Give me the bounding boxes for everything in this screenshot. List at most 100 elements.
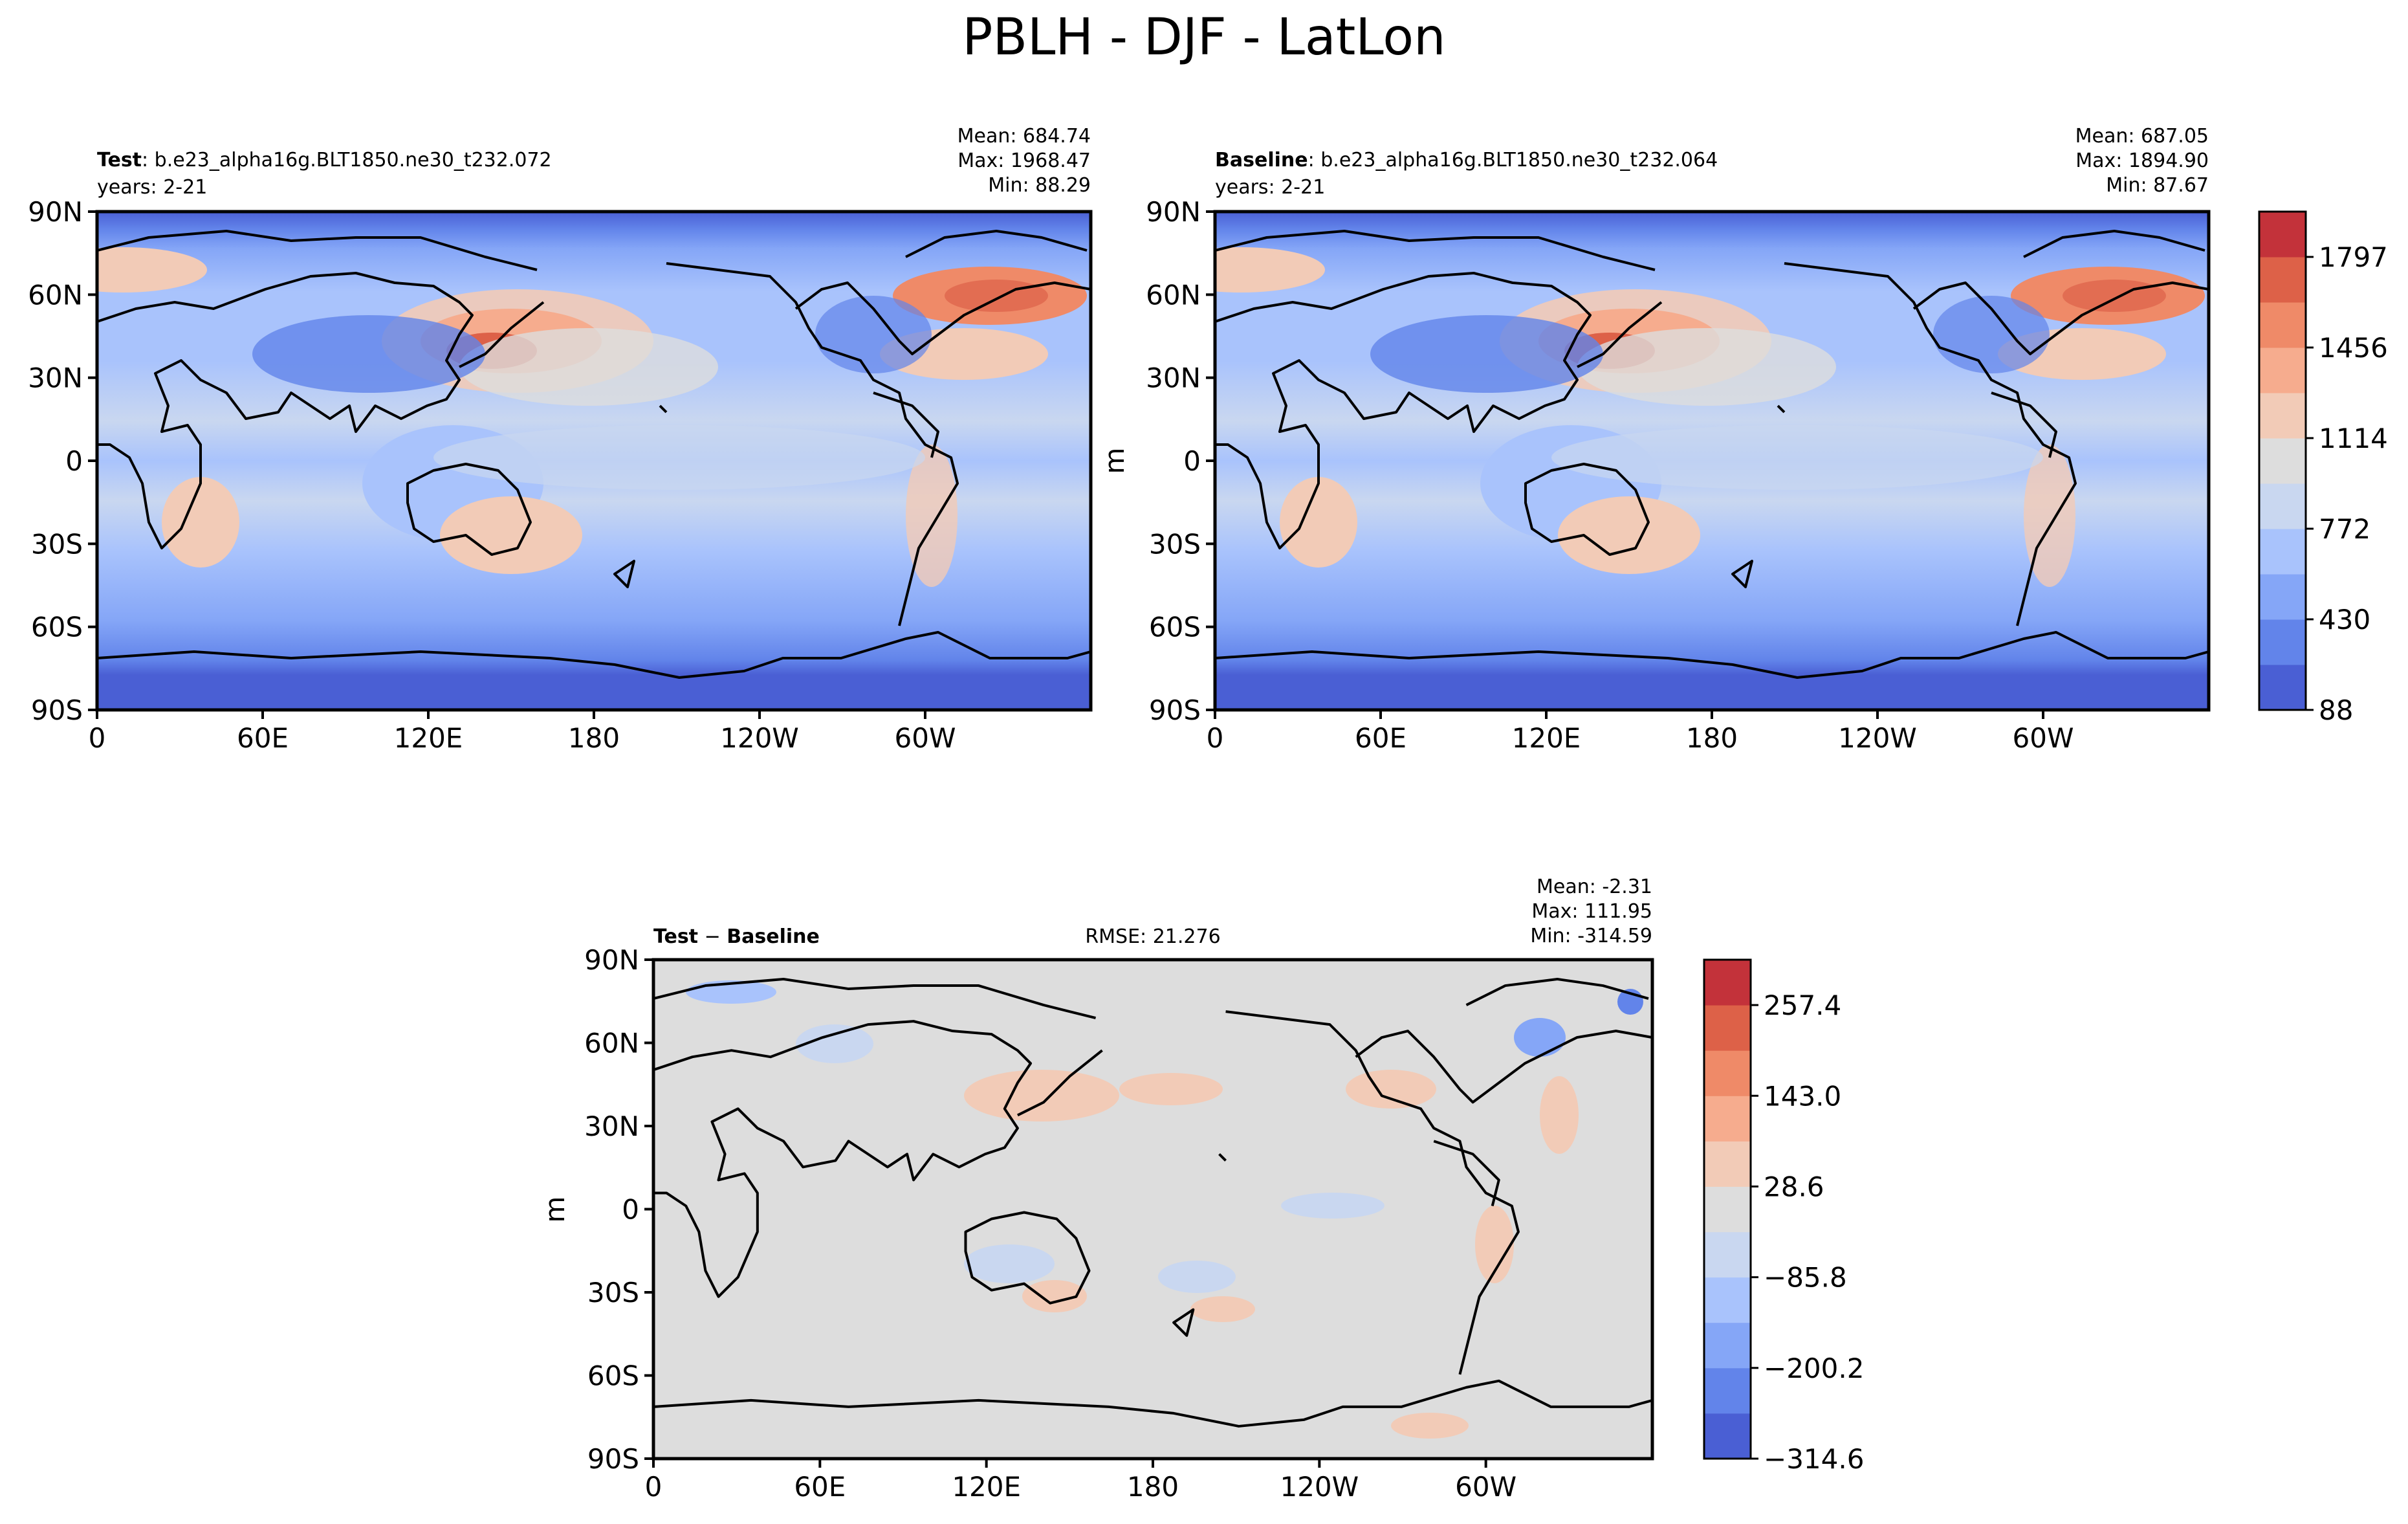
colorbar-segment [1704,1186,1751,1233]
colorbar-tick-label: 143.0 [1764,1080,1841,1112]
panel-baseline: Baseline: b.e23_alpha16g.BLT1850.ne30_t2… [1099,125,2211,754]
lon-tick-label: 60E [237,722,289,754]
colorbar-segment [1704,1413,1751,1459]
lat-tick-label: 60N [1146,279,1201,311]
panel-diff-label: Test − Baseline [653,925,820,948]
panel-baseline-lon-axis: 0 60E 120E 180 120W 60W [1207,710,2074,754]
colorbar-segment [2259,619,2306,665]
lon-tick-label: 60W [2013,722,2074,754]
panel-test-label-rest: : b.e23_alpha16g.BLT1850.ne30_t232.072 [142,149,552,171]
panel-diff-label-bold2: Baseline [727,925,820,948]
lon-tick-label: 0 [89,722,106,754]
lon-tick-label: 180 [568,722,620,754]
panel-test: Test: b.e23_alpha16g.BLT1850.ne30_t232.0… [28,125,1093,754]
panel-diff-lon-axis: 0 60E 120E 180 120W 60W [645,1459,1516,1503]
lat-tick-label: 30S [1149,528,1201,560]
panel-test-label-bold: Test [97,149,142,171]
panel-baseline-years: years: 2-21 [1215,176,1325,199]
lat-tick-label: 90N [1146,196,1201,228]
colorbar-tick-label: −85.8 [1764,1262,1847,1294]
lon-tick-label: 60W [1455,1471,1516,1503]
panel-test-mean: Mean: 684.74 [958,125,1091,148]
colorbar-tick-label: 772 [2319,513,2370,545]
colorbar-diff: 257.4 143.0 28.6 −85.8 −200.2 −314.6 [1703,958,1864,1475]
colorbar-segment [1704,1231,1751,1278]
colorbar-segment [1704,1005,1751,1051]
panel-test-min: Min: 88.29 [988,174,1091,197]
lon-tick-label: 120E [394,722,463,754]
lat-tick-label: 90S [587,1443,639,1475]
colorbar-segment [1704,1277,1751,1323]
panel-test-years: years: 2-21 [97,176,207,199]
lat-tick-label: 60N [28,279,83,311]
lon-tick-label: 60W [895,722,956,754]
lat-tick-label: 90N [28,196,83,228]
panel-baseline-min: Min: 87.67 [2106,174,2209,197]
lon-tick-label: 120W [1280,1471,1359,1503]
panel-test-lon-axis: 0 60E 120E 180 120W 60W [89,710,956,754]
panel-diff-min: Min: -314.59 [1530,925,1652,947]
panel-baseline-lat-axis: 90N 60N 30N 0 30S 60S 90S [1146,196,1215,726]
panel-diff-mean: Mean: -2.31 [1537,876,1652,898]
colorbar-segment [2259,529,2306,575]
lat-tick-label: 90S [31,694,83,726]
colorbar-segment [1704,1141,1751,1187]
lat-tick-label: 60S [1149,612,1201,643]
lat-tick-label: 30S [587,1277,639,1309]
colorbar-main-unit: m [1099,448,1130,474]
lat-tick-label: 0 [622,1194,639,1226]
panel-test-label: Test: b.e23_alpha16g.BLT1850.ne30_t232.0… [97,149,552,171]
panel-baseline-label: Baseline: b.e23_alpha16g.BLT1850.ne30_t2… [1215,149,1718,171]
lon-tick-label: 180 [1686,722,1738,754]
panel-diff-lat-axis: 90N 60N 30N 0 30S 60S 90S [584,944,653,1475]
panel-baseline-map [1215,212,2209,710]
colorbar-tick-label: 1114 [2319,423,2388,454]
colorbar-frame [2258,210,2307,711]
panel-test-map [97,212,1091,710]
panel-diff: Test − Baseline RMSE: 21.276 Mean: -2.31… [539,876,1654,1503]
colorbar-segment [1704,1050,1751,1096]
lon-tick-label: 120E [1512,722,1581,754]
colorbar-tick-label: 28.6 [1764,1171,1824,1202]
colorbar-tick-label: 1797 [2319,241,2388,273]
colorbar-segment [2259,257,2306,303]
panel-diff-rmse: RMSE: 21.276 [1085,925,1220,948]
colorbar-diff-unit: m [539,1197,571,1223]
lat-tick-label: 30S [31,528,83,560]
colorbar-segment [2259,574,2306,620]
lat-tick-label: 60S [31,612,83,643]
panel-test-max: Max: 1968.47 [958,149,1091,172]
lon-tick-label: 0 [645,1471,662,1503]
colorbar-segment [1704,1322,1751,1369]
colorbar-tick-label: 88 [2319,694,2353,726]
colorbar-segment [2259,438,2306,484]
panel-baseline-mean: Mean: 687.05 [2075,125,2209,148]
colorbar-segment [2259,212,2306,258]
lon-tick-label: 0 [1207,722,1224,754]
colorbar-tick-label: −314.6 [1764,1443,1864,1475]
lon-tick-label: 120W [720,722,799,754]
colorbar-segment [2259,393,2306,439]
colorbar-segment [2259,348,2306,393]
lat-tick-label: 30N [584,1110,639,1142]
panel-diff-max: Max: 111.95 [1531,900,1652,923]
colorbar-tick-label: 1456 [2319,332,2388,364]
lon-tick-label: 60E [794,1471,846,1503]
figure-title: PBLH - DJF - LatLon [962,8,1445,67]
lon-tick-label: 120W [1838,722,1917,754]
lat-tick-label: 90S [1149,694,1201,726]
colorbar-tick-label: −200.2 [1764,1353,1864,1384]
lat-tick-label: 30N [1146,362,1201,394]
colorbar-tick-label: 257.4 [1764,989,1841,1021]
lat-tick-label: 60S [587,1360,639,1392]
colorbar-segment [1704,960,1751,1006]
colorbar-frame [1703,958,1752,1460]
lon-tick-label: 60E [1355,722,1406,754]
panel-baseline-label-bold: Baseline [1215,149,1308,171]
lon-tick-label: 180 [1127,1471,1179,1503]
lon-tick-label: 120E [952,1471,1021,1503]
lat-tick-label: 60N [584,1028,639,1059]
colorbar-segment [2259,483,2306,529]
panel-baseline-label-rest: : b.e23_alpha16g.BLT1850.ne30_t232.064 [1308,149,1718,171]
